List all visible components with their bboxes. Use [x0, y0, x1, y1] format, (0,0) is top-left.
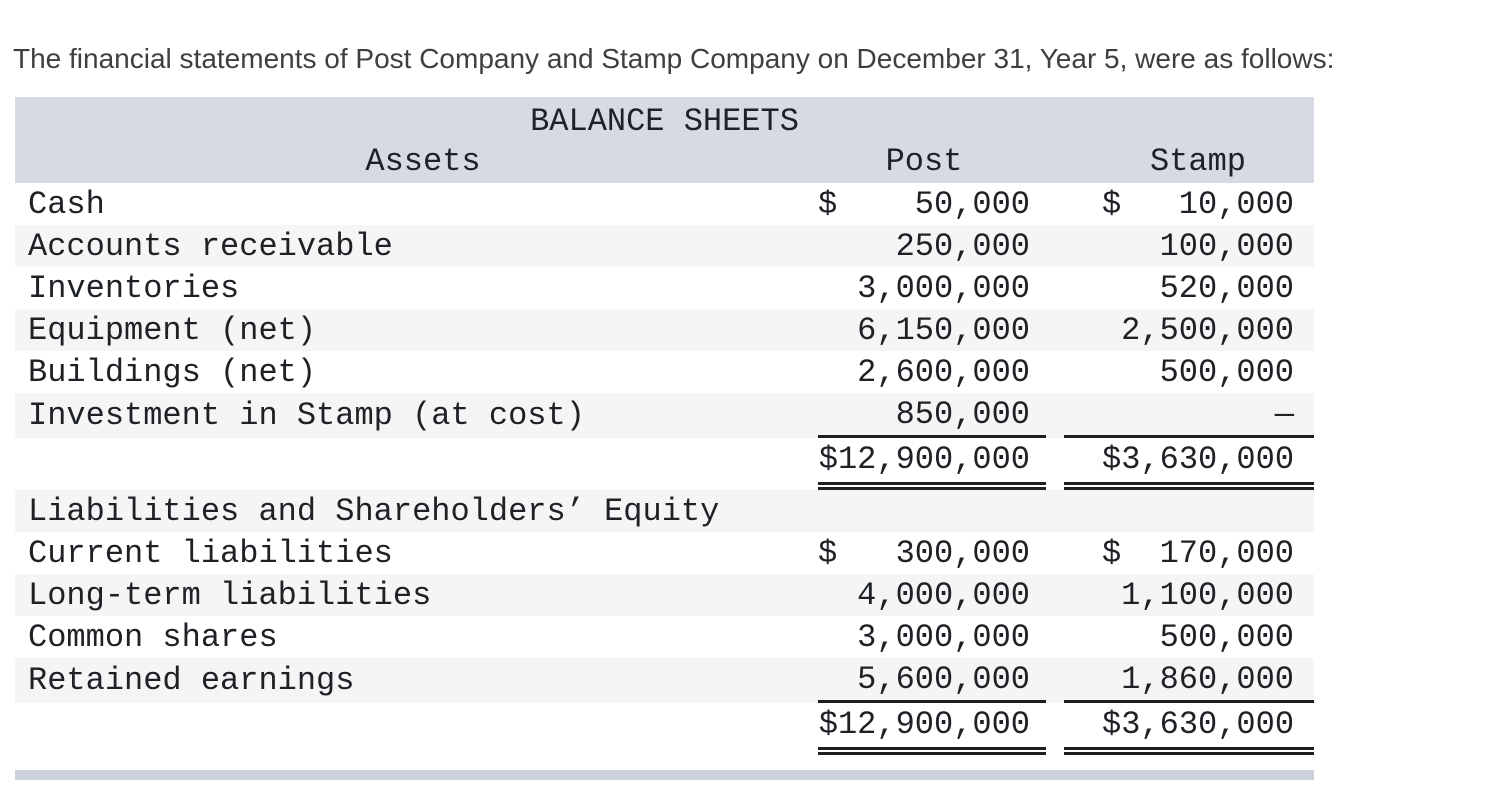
- post-amount-cell: 3,000,000: [818, 267, 1046, 309]
- column-header-post: Post: [885, 143, 963, 180]
- table-title: BALANCE SHEETS: [530, 103, 799, 140]
- currency-sign: $: [1102, 534, 1122, 572]
- post-amount-cell: 3,000,000: [818, 616, 1046, 658]
- liabilities-total-stamp-cell: $3,630,000: [1064, 703, 1314, 755]
- liabilities-section-header: Liabilities and Shareholders’ Equity: [28, 492, 720, 530]
- next-section-header-partial: [15, 770, 1314, 780]
- post-amount-cell: $ 50,000: [818, 183, 1046, 225]
- post-value: 850,000: [895, 395, 1030, 433]
- row-label: Investment in Stamp (at cost): [28, 397, 585, 434]
- stamp-amount-cell: 520,000: [1064, 267, 1314, 309]
- post-amount-cell: 250,000: [818, 225, 1046, 267]
- post-value: 250,000: [895, 227, 1030, 265]
- stamp-value: 500,000: [1159, 618, 1294, 656]
- table-row-equipment: Equipment (net) 6,150,000 2,500,000: [15, 309, 1314, 351]
- post-amount-cell: 6,150,000: [818, 309, 1046, 351]
- liabilities-section-header-row: Liabilities and Shareholders’ Equity: [15, 490, 1314, 532]
- currency-sign: $: [818, 534, 838, 572]
- column-header-row: Assets Post Stamp: [15, 142, 1314, 182]
- stamp-amount-cell: 1,860,000: [1064, 658, 1314, 703]
- row-label: Cash: [28, 185, 105, 223]
- stamp-amount-cell: 500,000: [1064, 616, 1314, 658]
- stamp-value: 520,000: [1159, 269, 1294, 307]
- assets-total-row: $12,900,000 $3,630,000: [15, 438, 1314, 490]
- row-label: Long-term liabilities: [28, 576, 432, 614]
- post-value: 6,150,000: [857, 311, 1030, 349]
- column-header-assets: Assets: [365, 143, 481, 180]
- stamp-amount-cell: —: [1064, 393, 1314, 438]
- post-amount-cell: 2,600,000: [818, 351, 1046, 393]
- stamp-amount-cell: 2,500,000: [1064, 309, 1314, 351]
- stamp-value: 170,000: [1159, 534, 1294, 572]
- post-value: 50,000: [914, 185, 1030, 223]
- table-row-inventories: Inventories 3,000,000 520,000: [15, 267, 1314, 309]
- currency-sign: $: [1102, 185, 1122, 223]
- stamp-value: 2,500,000: [1121, 311, 1294, 349]
- stamp-amount-cell: 1,100,000: [1064, 574, 1314, 616]
- table-row-accounts-receivable: Accounts receivable 250,000 100,000: [15, 225, 1314, 267]
- row-label: Common shares: [28, 618, 278, 656]
- balance-sheet-table: BALANCE SHEETS Assets Post Stamp Cash $ …: [15, 97, 1314, 755]
- intro-text: The financial statements of Post Company…: [13, 43, 1335, 74]
- post-amount-cell: $ 300,000: [818, 532, 1046, 574]
- stamp-amount-cell: 100,000: [1064, 225, 1314, 267]
- assets-total-stamp-cell: $3,630,000: [1064, 438, 1314, 490]
- assets-total-post-cell: $12,900,000: [818, 438, 1046, 490]
- currency-sign: $: [818, 185, 838, 223]
- post-value: 5,600,000: [857, 660, 1030, 698]
- row-label: Accounts receivable: [28, 227, 393, 265]
- table-row-long-term-liabilities: Long-term liabilities 4,000,000 1,100,00…: [15, 574, 1314, 616]
- stamp-value: 1,100,000: [1121, 576, 1294, 614]
- post-amount-cell: 5,600,000: [818, 658, 1046, 703]
- assets-total-post: $12,900,000: [818, 441, 1030, 478]
- liabilities-total-post-cell: $12,900,000: [818, 703, 1046, 755]
- balance-sheet-container: BALANCE SHEETS Assets Post Stamp Cash $ …: [15, 97, 1314, 780]
- table-row-common-shares: Common shares 3,000,000 500,000: [15, 616, 1314, 658]
- post-amount-cell: 850,000: [818, 393, 1046, 438]
- row-label: Buildings (net): [28, 353, 317, 391]
- table-row-current-liabilities: Current liabilities $ 300,000 $ 170,000: [15, 532, 1314, 574]
- table-header: BALANCE SHEETS Assets Post Stamp: [15, 97, 1314, 183]
- stamp-amount-cell: 500,000: [1064, 351, 1314, 393]
- liabilities-total-stamp: $3,630,000: [1102, 706, 1295, 743]
- table-row-buildings: Buildings (net) 2,600,000 500,000: [15, 351, 1314, 393]
- row-label: Equipment (net): [28, 311, 317, 349]
- stamp-value: 500,000: [1159, 353, 1294, 391]
- post-value: 300,000: [895, 534, 1030, 572]
- stamp-amount-cell: $ 170,000: [1064, 532, 1314, 574]
- table-row-cash: Cash $ 50,000 $ 10,000: [15, 183, 1314, 225]
- post-value: 4,000,000: [857, 576, 1030, 614]
- assets-total-stamp: $3,630,000: [1102, 441, 1295, 478]
- row-label: Retained earnings: [28, 662, 355, 699]
- stamp-amount-cell: $ 10,000: [1064, 183, 1314, 225]
- liabilities-total-post: $12,900,000: [818, 706, 1030, 743]
- liabilities-total-row: $12,900,000 $3,630,000: [15, 703, 1314, 755]
- post-value: 3,000,000: [857, 618, 1030, 656]
- stamp-value: 100,000: [1159, 227, 1294, 265]
- table-row-investment-in-stamp: Investment in Stamp (at cost) 850,000 —: [15, 393, 1314, 438]
- column-header-stamp: Stamp: [1149, 143, 1246, 180]
- stamp-value: —: [1274, 395, 1294, 433]
- post-value: 2,600,000: [857, 353, 1030, 391]
- post-value: 3,000,000: [857, 269, 1030, 307]
- row-label: Inventories: [28, 269, 240, 307]
- post-amount-cell: 4,000,000: [818, 574, 1046, 616]
- stamp-value: 10,000: [1178, 185, 1294, 223]
- stamp-value: 1,860,000: [1121, 660, 1294, 698]
- table-row-retained-earnings: Retained earnings 5,600,000 1,860,000: [15, 658, 1314, 703]
- row-label: Current liabilities: [28, 534, 393, 572]
